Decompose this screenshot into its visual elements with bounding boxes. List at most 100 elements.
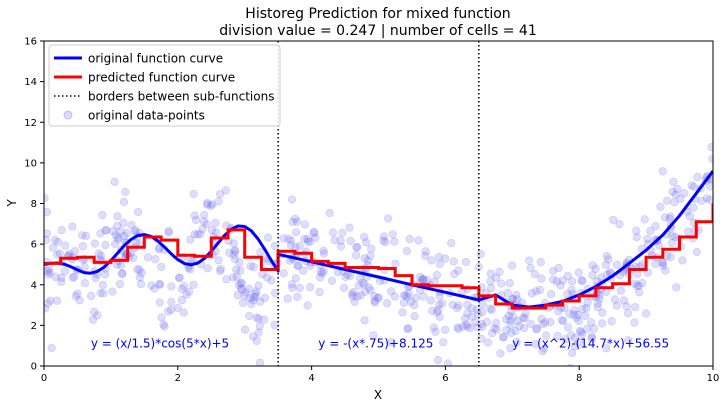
data-point bbox=[553, 331, 562, 341]
data-point bbox=[251, 292, 260, 301]
data-point bbox=[554, 307, 563, 316]
data-point bbox=[504, 311, 513, 321]
data-point bbox=[94, 249, 103, 258]
data-point bbox=[136, 280, 146, 289]
data-point bbox=[687, 181, 696, 190]
data-point bbox=[638, 279, 647, 288]
data-point bbox=[251, 289, 260, 298]
data-point bbox=[245, 294, 254, 303]
data-point bbox=[270, 320, 279, 330]
data-point bbox=[311, 233, 320, 242]
data-point bbox=[78, 242, 87, 251]
data-point bbox=[235, 258, 244, 267]
data-point bbox=[120, 231, 129, 241]
data-point bbox=[291, 214, 300, 223]
data-point bbox=[360, 316, 369, 325]
data-point bbox=[208, 200, 217, 209]
data-point bbox=[453, 323, 462, 332]
data-point bbox=[102, 226, 111, 235]
data-point bbox=[164, 307, 173, 316]
data-point bbox=[336, 236, 345, 245]
data-point bbox=[44, 267, 52, 276]
data-point bbox=[356, 291, 365, 300]
data-point bbox=[73, 289, 82, 298]
data-point bbox=[256, 297, 265, 306]
data-point bbox=[556, 281, 565, 290]
data-point bbox=[595, 294, 604, 304]
data-point bbox=[252, 287, 261, 296]
data-point bbox=[150, 284, 159, 293]
data-point bbox=[410, 301, 419, 310]
data-point bbox=[367, 244, 376, 253]
data-point bbox=[666, 212, 675, 221]
data-point bbox=[381, 237, 390, 247]
data-point bbox=[465, 324, 475, 333]
data-point bbox=[303, 237, 313, 246]
data-point bbox=[607, 317, 616, 326]
data-point bbox=[497, 279, 506, 288]
data-point bbox=[482, 317, 492, 327]
data-point bbox=[670, 198, 679, 207]
data-point bbox=[463, 309, 472, 318]
data-point bbox=[588, 261, 597, 270]
data-point bbox=[379, 232, 389, 241]
data-point bbox=[597, 319, 607, 328]
data-point bbox=[292, 217, 302, 226]
data-point bbox=[214, 256, 223, 265]
data-point bbox=[542, 331, 551, 340]
data-point bbox=[526, 319, 535, 329]
data-point bbox=[630, 279, 640, 288]
data-point bbox=[554, 264, 563, 273]
data-point bbox=[486, 304, 495, 313]
data-point bbox=[306, 283, 315, 292]
data-point bbox=[260, 315, 269, 324]
data-point bbox=[44, 229, 51, 238]
data-point bbox=[421, 247, 430, 256]
data-point bbox=[488, 329, 497, 338]
data-point bbox=[283, 294, 292, 303]
data-point bbox=[113, 212, 122, 221]
data-point bbox=[349, 288, 358, 297]
data-point bbox=[61, 241, 70, 250]
data-point bbox=[672, 283, 681, 292]
data-point bbox=[665, 214, 674, 223]
data-point bbox=[512, 337, 521, 346]
x-tick-label: 10 bbox=[707, 373, 720, 384]
data-point bbox=[100, 270, 110, 279]
chart-title: Historeg Prediction for mixed function bbox=[245, 6, 510, 22]
data-point bbox=[447, 239, 456, 248]
data-point bbox=[263, 273, 272, 282]
data-point bbox=[537, 314, 546, 324]
data-point bbox=[86, 291, 96, 301]
data-point bbox=[241, 325, 250, 334]
data-point bbox=[216, 264, 225, 274]
data-point bbox=[363, 256, 373, 265]
data-point bbox=[460, 314, 470, 323]
data-point bbox=[401, 291, 410, 300]
data-point bbox=[254, 281, 263, 290]
data-point bbox=[300, 234, 309, 243]
data-point bbox=[587, 332, 597, 341]
function-annotation: y = (x/1.5)*cos(5*x)+5 bbox=[91, 337, 229, 351]
data-point bbox=[203, 199, 212, 208]
data-point bbox=[527, 289, 536, 298]
data-point bbox=[577, 276, 586, 285]
data-point bbox=[249, 293, 258, 302]
data-point bbox=[507, 328, 516, 337]
data-point bbox=[222, 275, 231, 284]
data-point bbox=[575, 338, 584, 347]
data-point bbox=[164, 226, 173, 235]
data-point bbox=[189, 280, 198, 289]
data-point bbox=[673, 185, 682, 194]
data-point bbox=[157, 313, 166, 322]
data-point bbox=[370, 296, 379, 306]
data-point bbox=[214, 197, 223, 206]
data-point bbox=[655, 241, 664, 250]
data-point bbox=[88, 315, 98, 324]
data-point bbox=[441, 325, 450, 334]
data-point bbox=[116, 227, 125, 236]
data-point bbox=[237, 278, 246, 287]
y-axis-label: Y bbox=[5, 199, 19, 208]
data-point bbox=[502, 326, 511, 335]
data-point bbox=[598, 308, 607, 317]
